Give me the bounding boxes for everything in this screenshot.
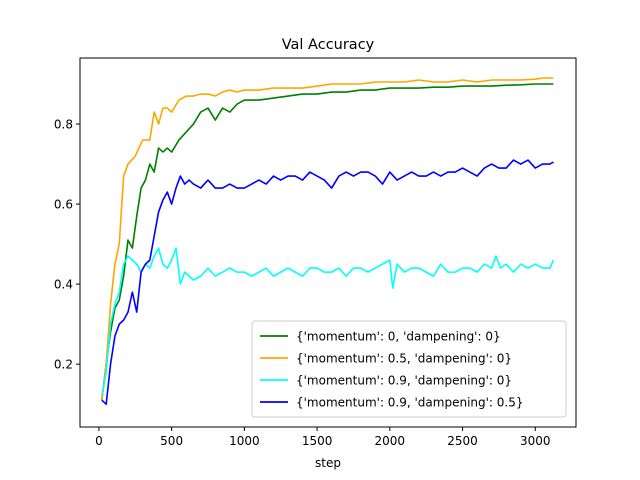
x-tick-label: 0 bbox=[95, 434, 103, 448]
series-line-1 bbox=[101, 83, 554, 401]
chart-title: Val Accuracy bbox=[282, 37, 375, 53]
series-line-2 bbox=[101, 77, 554, 401]
series-line-4 bbox=[101, 159, 554, 405]
legend-label-1: {'momentum': 0, 'dampening': 0} bbox=[296, 330, 501, 344]
y-tick-label: 0.2 bbox=[54, 358, 73, 372]
x-axis-label: step bbox=[315, 456, 341, 470]
series-layer bbox=[101, 77, 555, 405]
legend-label-3: {'momentum': 0.9, 'dampening': 0} bbox=[296, 374, 512, 388]
x-tick-label: 2500 bbox=[447, 434, 478, 448]
legend-label-2: {'momentum': 0.5, 'dampening': 0} bbox=[296, 352, 512, 366]
x-tick-label: 3000 bbox=[520, 434, 551, 448]
legend-box bbox=[251, 320, 567, 418]
x-tick-label: 1500 bbox=[302, 434, 333, 448]
x-axis: 0 500 1000 1500 2000 2500 3000 bbox=[95, 427, 551, 448]
legend: {'momentum': 0, 'dampening': 0} {'momentu… bbox=[251, 320, 567, 418]
y-axis: 0.2 0.4 0.6 0.8 bbox=[54, 118, 80, 372]
x-tick-label: 1000 bbox=[229, 434, 260, 448]
y-tick-label: 0.8 bbox=[54, 118, 73, 132]
axes-frame bbox=[79, 57, 577, 428]
legend-label-4: {'momentum': 0.9, 'dampening': 0.5} bbox=[296, 396, 524, 410]
series-line-3 bbox=[101, 247, 555, 397]
y-tick-label: 0.4 bbox=[54, 278, 73, 292]
y-tick-label: 0.6 bbox=[54, 198, 73, 212]
x-tick-label: 500 bbox=[160, 434, 183, 448]
x-tick-label: 2000 bbox=[375, 434, 406, 448]
